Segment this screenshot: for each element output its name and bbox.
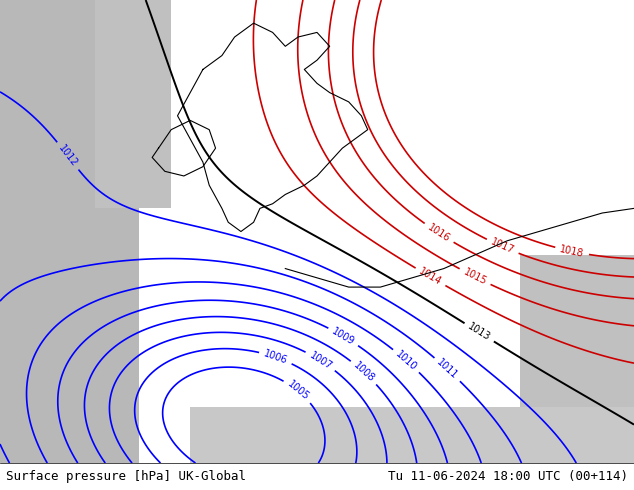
FancyBboxPatch shape — [190, 408, 634, 463]
Text: 1012: 1012 — [56, 143, 79, 169]
Text: 1009: 1009 — [330, 326, 356, 347]
Text: 1018: 1018 — [559, 244, 585, 259]
Text: 1008: 1008 — [352, 360, 377, 384]
Text: 1007: 1007 — [307, 350, 333, 371]
Text: 1011: 1011 — [435, 357, 460, 381]
FancyBboxPatch shape — [0, 0, 139, 463]
Text: 1014: 1014 — [417, 267, 444, 288]
Text: 1005: 1005 — [285, 379, 311, 403]
Text: 1010: 1010 — [394, 349, 419, 372]
Text: 1017: 1017 — [489, 237, 516, 256]
Text: Tu 11-06-2024 18:00 UTC (00+114): Tu 11-06-2024 18:00 UTC (00+114) — [387, 470, 628, 483]
FancyBboxPatch shape — [520, 255, 634, 463]
Text: Surface pressure [hPa] UK-Global: Surface pressure [hPa] UK-Global — [6, 470, 247, 483]
Text: 1015: 1015 — [462, 267, 488, 287]
Text: 1013: 1013 — [466, 321, 492, 343]
Text: 1016: 1016 — [426, 222, 452, 244]
Text: 1006: 1006 — [262, 348, 289, 366]
FancyBboxPatch shape — [95, 0, 171, 208]
